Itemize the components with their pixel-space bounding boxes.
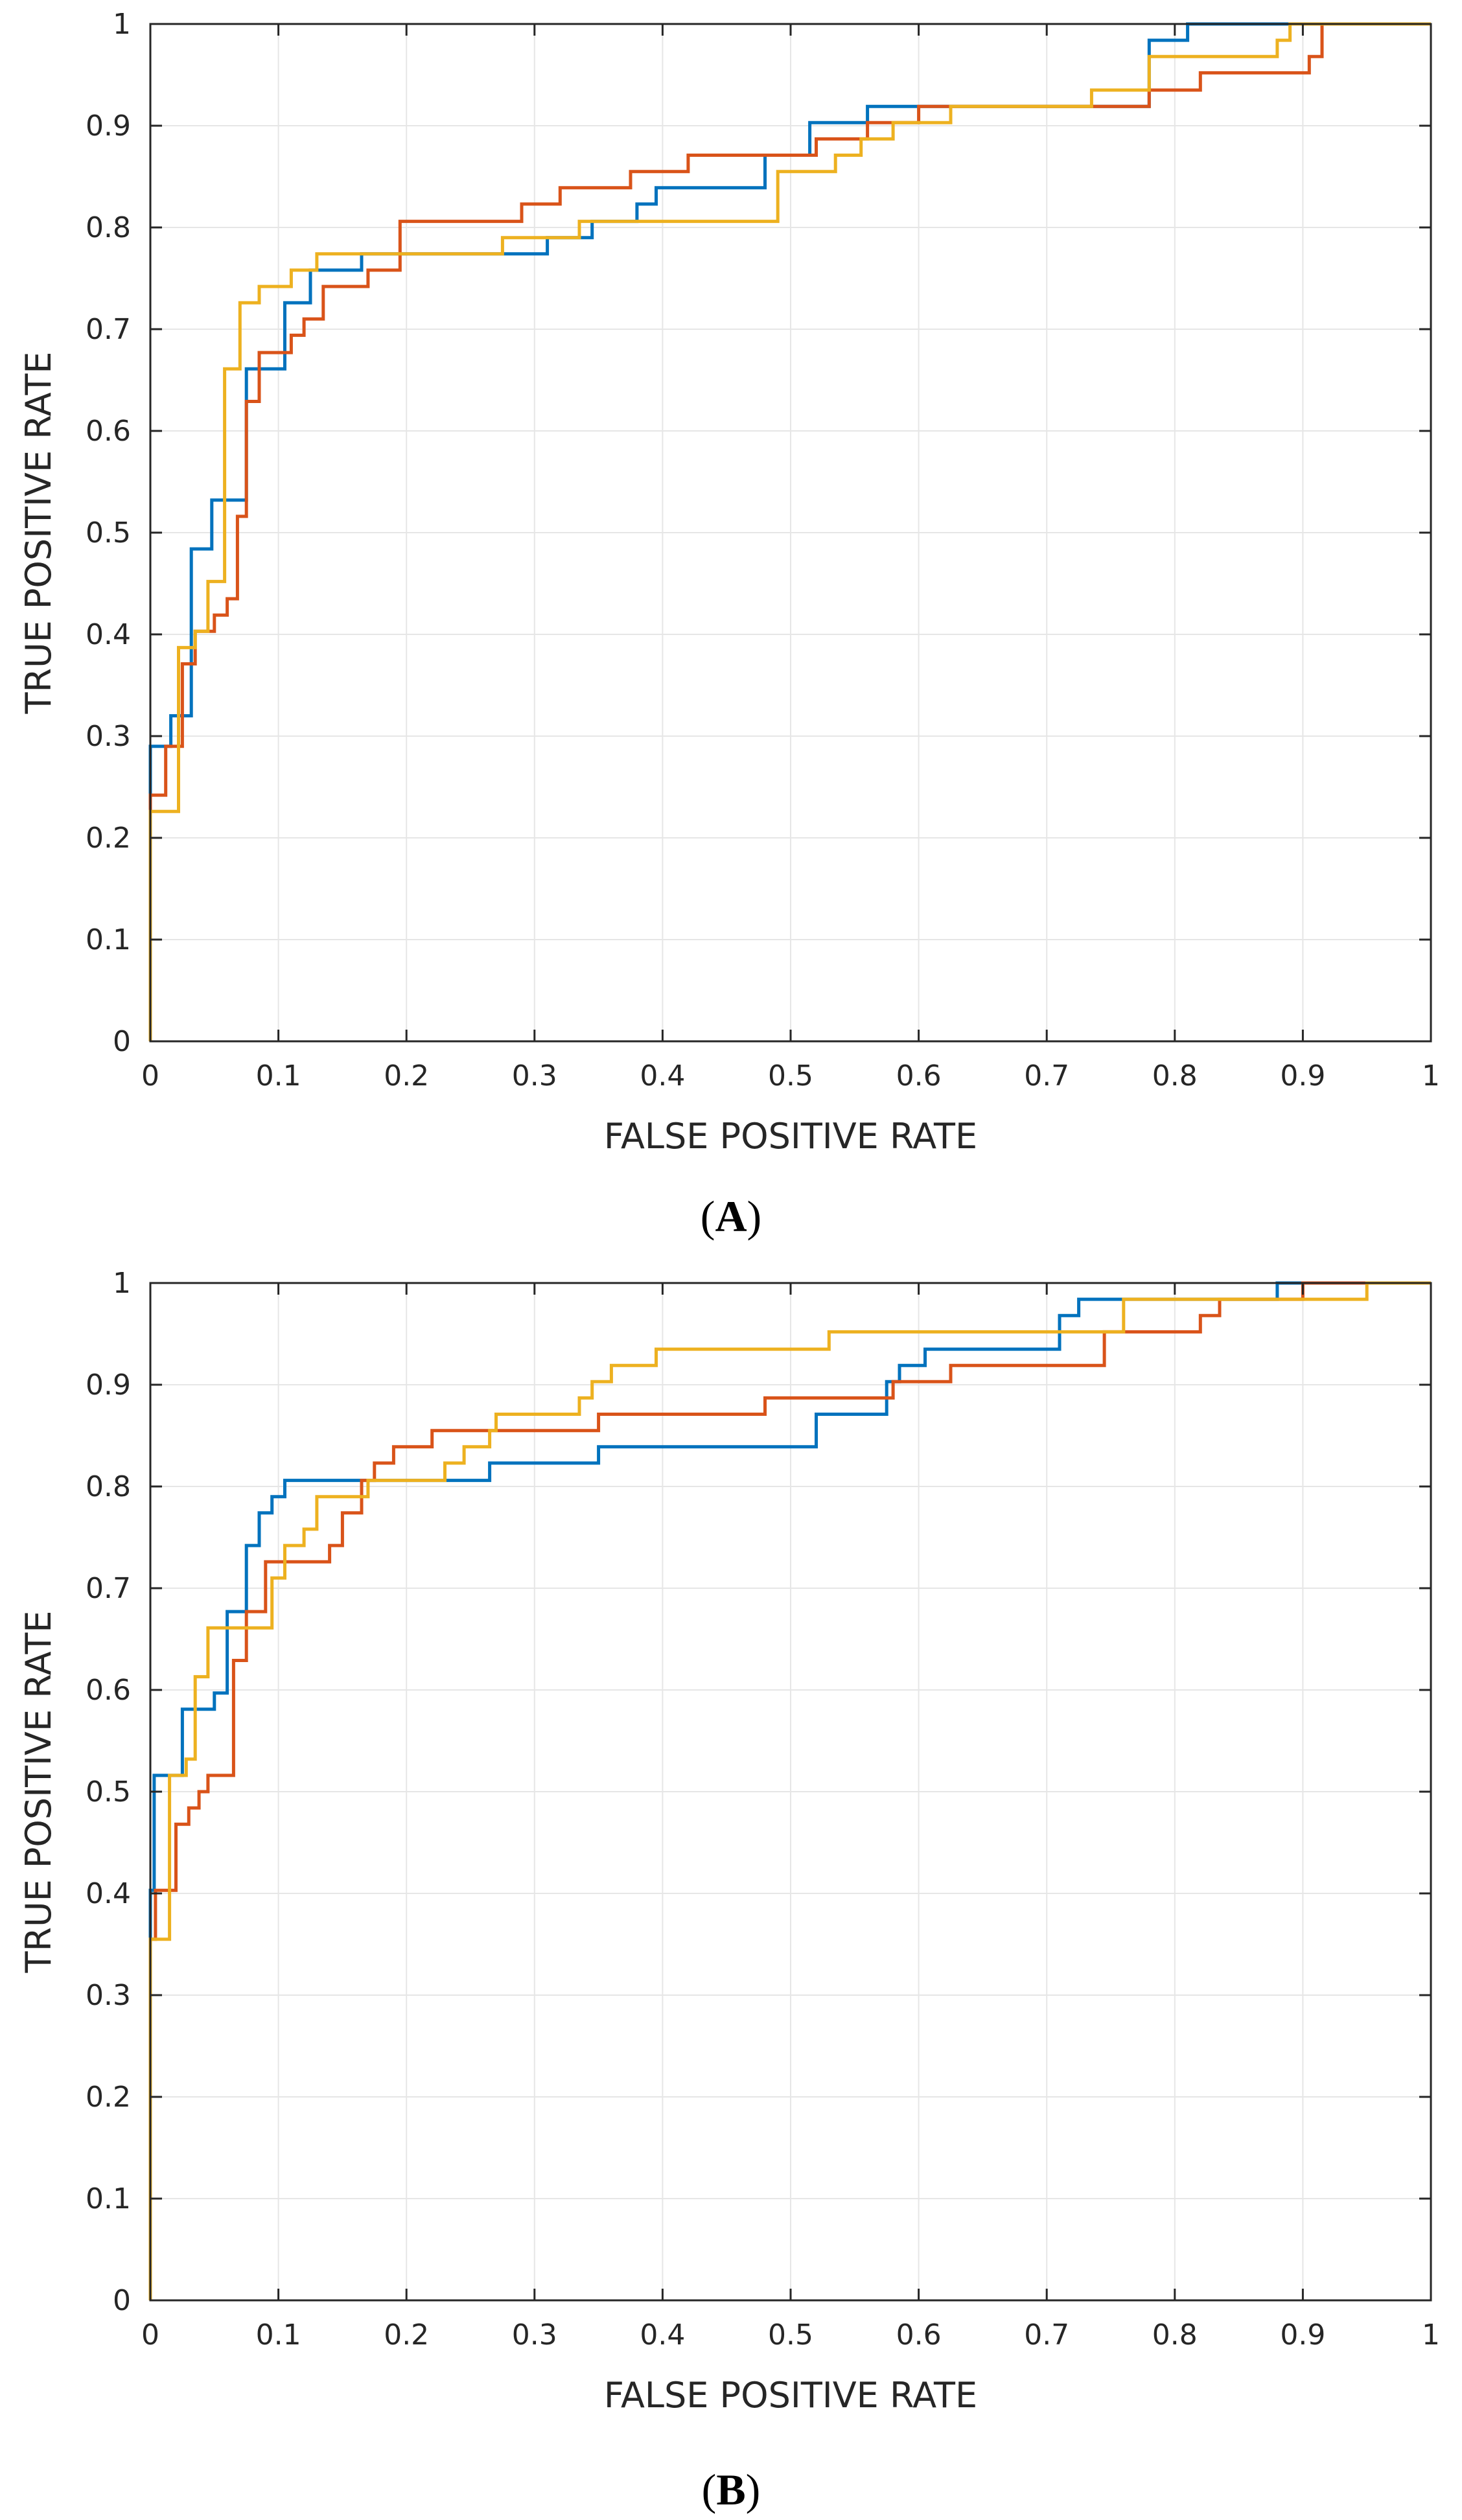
tick-labels: 0 0.1 0.2 0.3 0.4 0.5 0.6 0.7 0.8 0.9 1 0 0.1 0.2 0.3 0…: [86, 8, 1440, 1092]
y-tick-label: 0: [113, 1025, 131, 1058]
y-tick-label: 0.3: [86, 720, 131, 753]
y-tick-label: 0: [113, 2284, 131, 2317]
tick-labels: 0 0.1 0.2 0.3 0.4 0.5 0.6 0.7 0.8 0.9 1 0 0.1 0.2 0.3 0…: [86, 1267, 1440, 2352]
x-tick-label: 1: [1422, 2318, 1440, 2352]
chart-panel-a: 0 0.1 0.2 0.3 0.4 0.5 0.6 0.7 0.8 0.9 1 0 0.1 0.2 0.3 0…: [18, 8, 1440, 1241]
x-tick-label: 0.5: [768, 2318, 813, 2352]
panel-label-b: B: [716, 2465, 745, 2514]
y-tick-label: 0.8: [86, 1470, 131, 1503]
y-tick-label: 0.5: [86, 516, 131, 549]
y-axis-title: TRUE POSITIVE RATE: [18, 1611, 59, 1974]
grid-lines: [150, 24, 1431, 1041]
x-tick-label: 0.8: [1152, 1059, 1198, 1092]
roc-curve-series-3: [148, 22, 1431, 1041]
y-tick-label: 0.7: [86, 1572, 131, 1605]
y-tick-label: 0.4: [86, 618, 131, 651]
x-tick-label: 0.9: [1280, 2318, 1325, 2352]
x-tick-label: 0.4: [640, 2318, 685, 2352]
x-tick-label: 0.6: [896, 2318, 942, 2352]
y-tick-label: 0.4: [86, 1877, 131, 1910]
x-tick-label: 0.2: [384, 1059, 429, 1092]
tick-marks: [149, 1282, 1432, 2302]
tick-marks: [149, 23, 1432, 1043]
x-axis-title: FALSE POSITIVE RATE: [604, 2375, 977, 2416]
x-tick-label: 0.4: [640, 1059, 685, 1092]
y-tick-label: 0.5: [86, 1775, 131, 1809]
panel-caption-a: (A): [701, 1192, 761, 1241]
y-tick-label: 0.1: [86, 923, 131, 956]
x-tick-label: 0.1: [256, 1059, 301, 1092]
x-tick-label: 0.7: [1024, 2318, 1069, 2352]
y-tick-label: 0.1: [86, 2182, 131, 2215]
x-tick-label: 0: [141, 1059, 159, 1092]
y-tick-label: 0.3: [86, 1979, 131, 2012]
roc-curve-series-1: [148, 22, 1431, 1041]
y-tick-label: 0.6: [86, 1674, 131, 1707]
x-tick-label: 0.3: [512, 2318, 557, 2352]
panel-label-a: A: [715, 1192, 747, 1241]
y-tick-label: 0.9: [86, 1369, 131, 1402]
x-tick-label: 0.8: [1152, 2318, 1198, 2352]
x-tick-label: 0.1: [256, 2318, 301, 2352]
grid-lines: [150, 1283, 1431, 2300]
x-tick-label: 0.3: [512, 1059, 557, 1092]
y-tick-label: 0.2: [86, 822, 131, 855]
x-tick-label: 0.7: [1024, 1059, 1069, 1092]
series-lines: [148, 1281, 1431, 2300]
x-tick-label: 0: [141, 2318, 159, 2352]
x-tick-label: 0.6: [896, 1059, 942, 1092]
y-tick-label: 0.6: [86, 415, 131, 448]
y-tick-label: 1: [113, 8, 131, 41]
y-axis-title: TRUE POSITIVE RATE: [18, 352, 59, 715]
x-tick-label: 0.2: [384, 2318, 429, 2352]
x-axis-title: FALSE POSITIVE RATE: [604, 1116, 977, 1157]
roc-curve-series-3: [148, 1281, 1431, 2300]
x-tick-label: 1: [1422, 1059, 1440, 1092]
y-tick-label: 0.2: [86, 2081, 131, 2114]
y-tick-label: 0.9: [86, 110, 131, 143]
x-tick-label: 0.5: [768, 1059, 813, 1092]
y-tick-label: 0.7: [86, 313, 131, 346]
chart-panel-b: 0 0.1 0.2 0.3 0.4 0.5 0.6 0.7 0.8 0.9 1 0 0.1 0.2 0.3 0…: [18, 1267, 1440, 2514]
series-lines: [148, 22, 1431, 1041]
y-tick-label: 1: [113, 1267, 131, 1300]
y-tick-label: 0.8: [86, 211, 131, 244]
x-tick-label: 0.9: [1280, 1059, 1325, 1092]
panel-caption-b: (B): [702, 2465, 761, 2514]
